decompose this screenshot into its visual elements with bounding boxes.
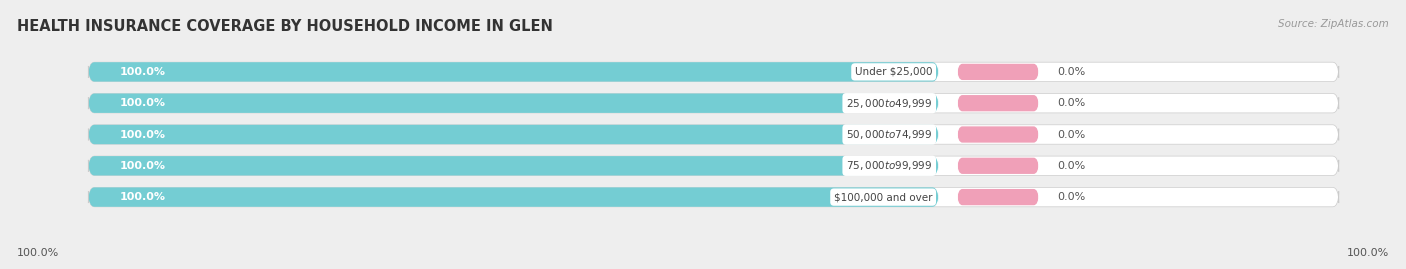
Text: $25,000 to $49,999: $25,000 to $49,999 [846, 97, 932, 110]
Text: 100.0%: 100.0% [120, 129, 166, 140]
Text: $100,000 and over: $100,000 and over [834, 192, 932, 202]
Text: 100.0%: 100.0% [120, 161, 166, 171]
Text: 100.0%: 100.0% [120, 98, 166, 108]
FancyBboxPatch shape [89, 187, 939, 207]
Text: 100.0%: 100.0% [17, 248, 59, 258]
Text: HEALTH INSURANCE COVERAGE BY HOUSEHOLD INCOME IN GLEN: HEALTH INSURANCE COVERAGE BY HOUSEHOLD I… [17, 19, 553, 34]
Text: 100.0%: 100.0% [1347, 248, 1389, 258]
FancyBboxPatch shape [957, 189, 1039, 205]
Text: 100.0%: 100.0% [120, 192, 166, 202]
Text: 0.0%: 0.0% [1057, 192, 1085, 202]
Text: $75,000 to $99,999: $75,000 to $99,999 [846, 159, 932, 172]
FancyBboxPatch shape [89, 125, 1339, 144]
FancyBboxPatch shape [957, 64, 1039, 80]
FancyBboxPatch shape [957, 126, 1039, 143]
Text: 100.0%: 100.0% [120, 67, 166, 77]
FancyBboxPatch shape [89, 125, 939, 144]
Text: Source: ZipAtlas.com: Source: ZipAtlas.com [1278, 19, 1389, 29]
FancyBboxPatch shape [89, 94, 939, 113]
FancyBboxPatch shape [957, 158, 1039, 174]
Text: 0.0%: 0.0% [1057, 67, 1085, 77]
FancyBboxPatch shape [89, 62, 939, 82]
Text: Under $25,000: Under $25,000 [855, 67, 932, 77]
FancyBboxPatch shape [89, 156, 939, 175]
Text: $50,000 to $74,999: $50,000 to $74,999 [846, 128, 932, 141]
Text: 0.0%: 0.0% [1057, 98, 1085, 108]
FancyBboxPatch shape [89, 62, 1339, 82]
FancyBboxPatch shape [89, 94, 1339, 113]
FancyBboxPatch shape [89, 156, 1339, 175]
Text: 0.0%: 0.0% [1057, 129, 1085, 140]
FancyBboxPatch shape [89, 187, 1339, 207]
Text: 0.0%: 0.0% [1057, 161, 1085, 171]
FancyBboxPatch shape [957, 95, 1039, 111]
